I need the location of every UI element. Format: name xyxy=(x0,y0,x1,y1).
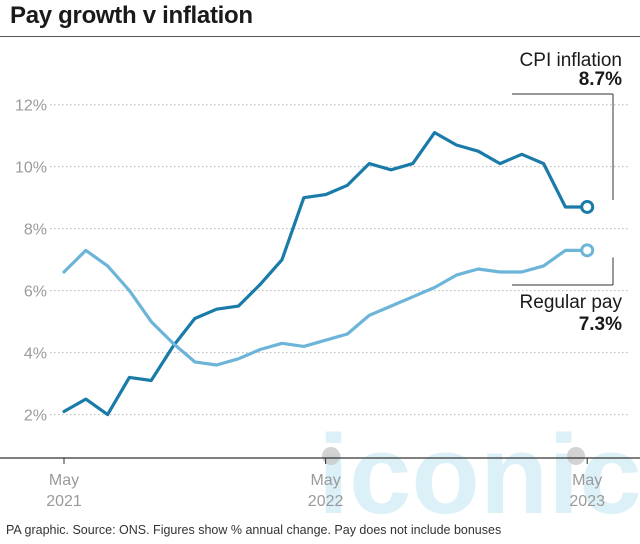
data-point xyxy=(84,249,87,252)
data-point xyxy=(542,162,545,165)
grid xyxy=(0,104,640,459)
data-point xyxy=(324,193,327,196)
data-point xyxy=(193,360,196,363)
data-point xyxy=(368,314,371,317)
data-point xyxy=(368,162,371,165)
data-point xyxy=(433,131,436,134)
x-tick-label: 2021 xyxy=(46,493,82,510)
cpi-end-marker xyxy=(580,199,595,214)
data-point xyxy=(106,264,109,267)
data-point xyxy=(215,308,218,311)
y-axis: 2% 4% 6% 8% 10% 12% xyxy=(15,98,47,425)
regular-pay-line xyxy=(62,248,589,367)
data-point xyxy=(302,345,305,348)
y-tick-label: 12% xyxy=(15,98,47,115)
cpi-label-name: CPI inflation xyxy=(520,50,622,71)
data-point xyxy=(150,379,153,382)
data-point xyxy=(346,332,349,335)
data-point xyxy=(520,153,523,156)
y-tick-label: 4% xyxy=(24,346,47,363)
data-point xyxy=(259,283,262,286)
page-title: Pay growth v inflation xyxy=(10,2,253,29)
data-point xyxy=(498,270,501,273)
data-point xyxy=(128,376,131,379)
data-point xyxy=(324,339,327,342)
x-tick-label: May xyxy=(310,472,340,489)
data-point xyxy=(259,348,262,351)
data-point xyxy=(150,320,153,323)
y-tick-label: 8% xyxy=(24,222,47,239)
data-point xyxy=(389,305,392,308)
data-point xyxy=(455,274,458,277)
line-chart: iconic 2% 4% 6% 8% 10% 12% May 2021 May 2022 May 2… xyxy=(0,50,640,520)
x-axis: May 2021 May 2022 May 2023 xyxy=(46,458,605,510)
title-divider xyxy=(0,36,640,37)
x-tick-label: May xyxy=(572,472,602,489)
data-point xyxy=(564,249,567,252)
data-point xyxy=(564,205,567,208)
x-tick-label: 2023 xyxy=(569,493,605,510)
data-point xyxy=(128,289,131,292)
data-point xyxy=(237,357,240,360)
data-point xyxy=(346,184,349,187)
cpi-label-value: 8.7% xyxy=(579,69,622,90)
watermark-dot xyxy=(322,447,340,465)
x-tick-label: May xyxy=(49,472,79,489)
watermark-dot xyxy=(567,447,585,465)
data-point xyxy=(237,305,240,308)
data-point xyxy=(498,162,501,165)
data-point xyxy=(389,168,392,171)
footnote: PA graphic. Source: ONS. Figures show % … xyxy=(6,523,502,537)
data-point xyxy=(302,196,305,199)
data-point xyxy=(280,342,283,345)
pay-label-name: Regular pay xyxy=(520,292,623,313)
y-tick-label: 6% xyxy=(24,284,47,301)
pay-end-marker xyxy=(580,243,595,258)
series-group xyxy=(62,131,595,417)
data-point xyxy=(62,410,65,413)
data-point xyxy=(280,258,283,261)
y-tick-label: 2% xyxy=(24,408,47,425)
data-point xyxy=(455,143,458,146)
data-point xyxy=(193,317,196,320)
data-point xyxy=(411,295,414,298)
x-tick-label: 2022 xyxy=(308,493,344,510)
data-point xyxy=(171,342,174,345)
data-point xyxy=(84,398,87,401)
data-point xyxy=(106,413,109,416)
data-point xyxy=(433,286,436,289)
watermark: iconic xyxy=(318,412,640,520)
data-point xyxy=(477,150,480,153)
data-point xyxy=(411,162,414,165)
data-point xyxy=(542,264,545,267)
watermark-text: iconic xyxy=(318,412,640,520)
data-point xyxy=(520,270,523,273)
data-point xyxy=(62,270,65,273)
data-point xyxy=(215,363,218,366)
y-tick-label: 10% xyxy=(15,160,47,177)
pay-label-value: 7.3% xyxy=(579,314,622,335)
data-point xyxy=(477,267,480,270)
cpi-inflation-line xyxy=(62,131,589,417)
